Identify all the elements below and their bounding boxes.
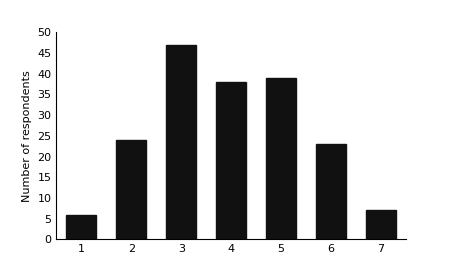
Y-axis label: Number of respondents: Number of respondents	[22, 70, 32, 202]
Bar	[366, 210, 396, 239]
Bar	[316, 144, 346, 239]
Bar	[166, 45, 196, 239]
Bar	[116, 140, 146, 239]
Bar	[266, 78, 296, 239]
Bar	[216, 82, 246, 239]
Bar	[66, 215, 97, 239]
